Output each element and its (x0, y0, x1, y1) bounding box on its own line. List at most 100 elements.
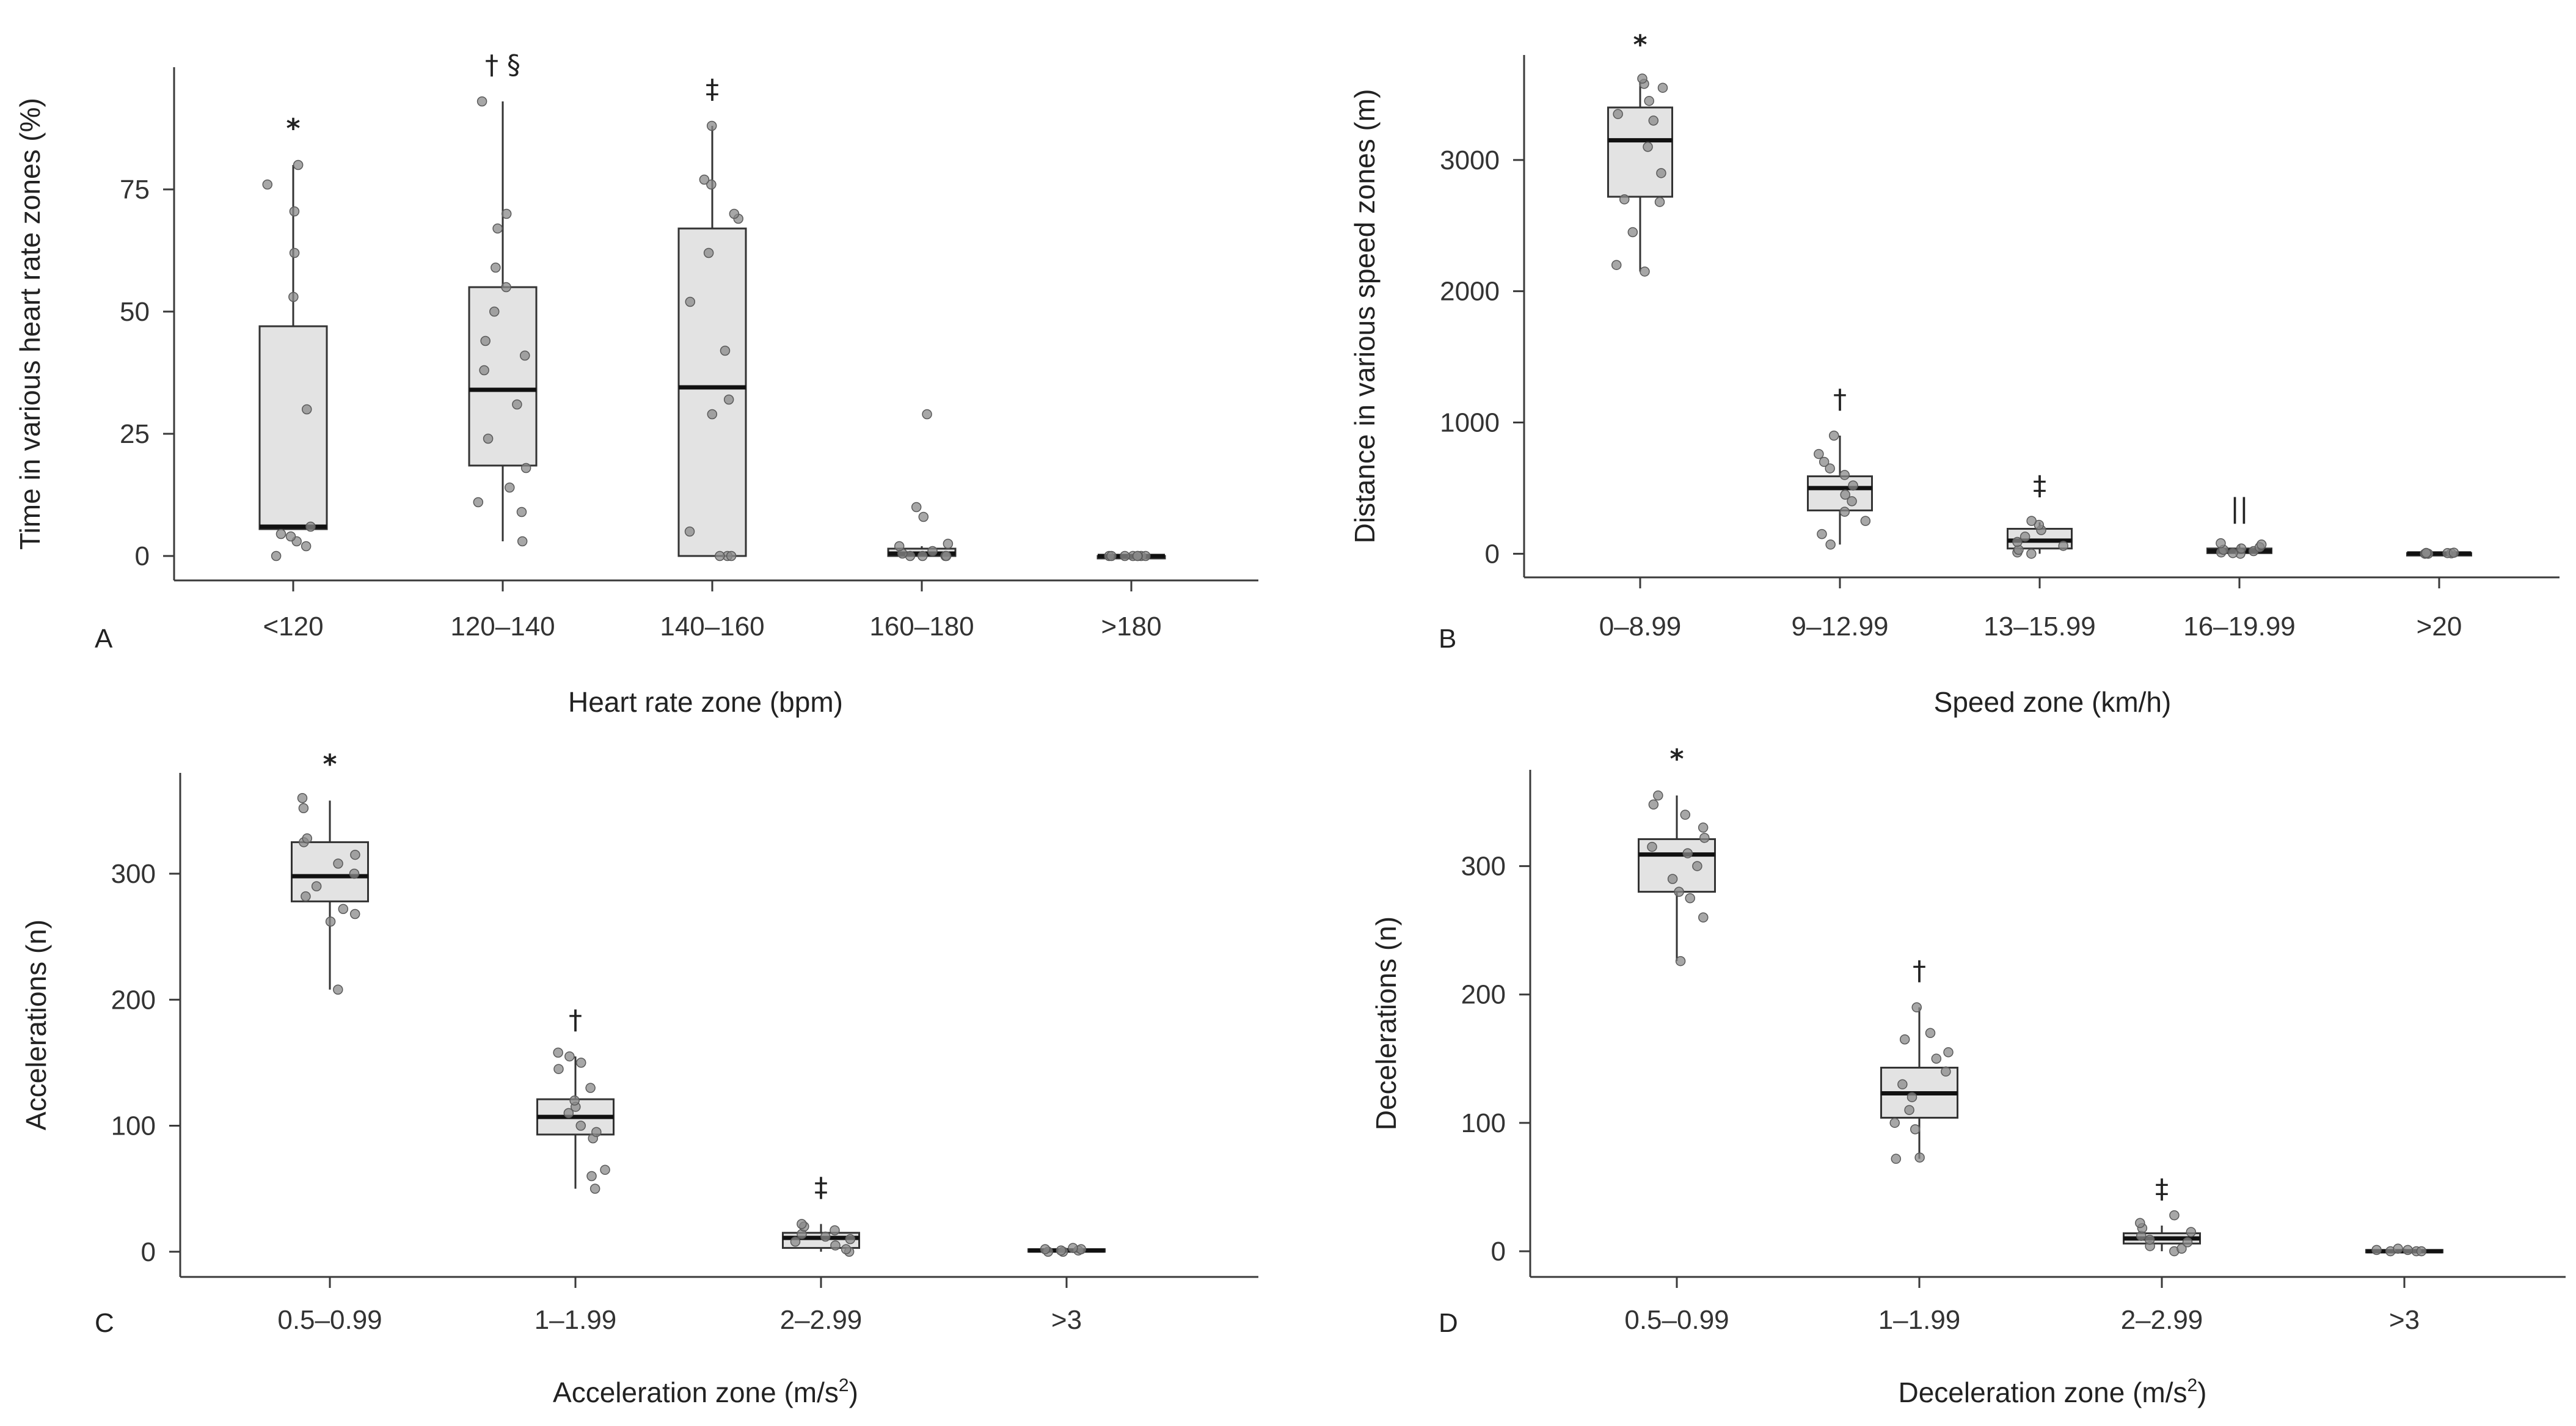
data-point (943, 538, 954, 549)
box-2–2.99: ‡ (2123, 1174, 2201, 1257)
data-point (917, 550, 928, 561)
data-point (2135, 1218, 2145, 1228)
y-tick-label: 300 (1461, 852, 1506, 882)
x-tick-label: 1–1.99 (1878, 1305, 1961, 1335)
data-point (1656, 168, 1666, 178)
data-point (563, 1108, 574, 1119)
data-point (2371, 1245, 2382, 1256)
data-point (293, 159, 304, 170)
x-tick-label: 120–140 (450, 612, 555, 642)
data-point (1674, 887, 1684, 897)
data-point (1076, 1244, 1087, 1254)
significance-marker: † (1913, 956, 1926, 987)
x-tick-label: 0.5–0.99 (277, 1305, 382, 1335)
significance-marker: * (286, 113, 300, 144)
y-tick-label: 1000 (1440, 408, 1500, 438)
data-point (1657, 82, 1668, 93)
data-point (479, 365, 489, 376)
data-point (1839, 506, 1850, 517)
data-point (297, 793, 308, 803)
x-tick-label: 160–180 (869, 612, 974, 642)
data-point (1040, 1244, 1051, 1254)
data-point (349, 909, 360, 920)
data-point (576, 1058, 586, 1068)
data-point (1643, 142, 1653, 152)
x-tick-label: 1–1.99 (535, 1305, 617, 1335)
x-tick-label: 0–8.99 (1599, 612, 1682, 642)
box->180 (1096, 550, 1166, 561)
significance-marker: ‡ (2155, 1174, 2169, 1205)
data-point (2020, 532, 2031, 542)
y-axis-title: Time in various heart rate zones (%) (14, 98, 46, 550)
data-point (483, 433, 494, 444)
data-point (1619, 194, 1630, 205)
box-16–19.99: || (2206, 492, 2272, 559)
x-axis-title: Acceleration zone (m/s2) (553, 1375, 858, 1408)
panel-label: D (1439, 1308, 1458, 1338)
data-point (301, 891, 311, 902)
data-point (553, 1047, 563, 1058)
significance-marker: ‡ (814, 1172, 828, 1203)
x-tick-label: 2–2.99 (2121, 1305, 2203, 1335)
data-point (1943, 1047, 1954, 1058)
data-point (1817, 528, 1827, 539)
data-point (338, 904, 349, 914)
x-tick-label: >3 (1051, 1305, 1082, 1335)
data-point (845, 1234, 856, 1245)
data-point (1613, 109, 1623, 119)
data-point (2416, 1246, 2427, 1257)
data-point (288, 291, 299, 302)
data-point (289, 247, 300, 258)
data-point (1860, 516, 1871, 526)
data-point (492, 223, 503, 234)
box-<120: * (258, 113, 328, 561)
data-point (1698, 822, 1709, 833)
x-tick-label: 9–12.99 (1791, 612, 1888, 642)
x-tick-label: 140–160 (660, 612, 764, 642)
significance-marker: † (569, 1004, 582, 1036)
significance-marker: || (2230, 492, 2249, 524)
y-tick-label: 100 (111, 1111, 156, 1141)
data-point (1839, 470, 1850, 480)
y-axis-title: Accelerations (n) (20, 920, 52, 1130)
data-point (1637, 73, 1647, 84)
data-point (1120, 550, 1130, 561)
data-point (275, 528, 286, 539)
x-axis-title: Deceleration zone (m/s2) (1899, 1375, 2207, 1408)
significance-marker: * (1669, 744, 1684, 775)
data-point (726, 550, 737, 561)
y-tick-label: 0 (1485, 539, 1500, 569)
x-tick-label: >3 (2389, 1305, 2420, 1335)
data-point (841, 1244, 852, 1254)
data-point (1848, 480, 1858, 491)
box-iqr (468, 286, 538, 467)
data-point (1931, 1053, 1942, 1064)
significance-marker: ‡ (2033, 470, 2046, 502)
data-point (333, 858, 343, 869)
data-point (2058, 541, 2068, 551)
y-tick-label: 50 (120, 297, 150, 327)
y-tick-label: 2000 (1440, 277, 1500, 307)
data-point (1644, 95, 1654, 106)
y-tick-label: 25 (120, 419, 150, 449)
box-2–2.99: ‡ (782, 1172, 860, 1257)
x-axis-title: Heart rate zone (bpm) (568, 686, 843, 718)
data-point (2216, 538, 2226, 549)
data-point (1648, 799, 1659, 810)
data-point (1825, 463, 1835, 474)
data-point (1682, 848, 1693, 858)
data-point (2393, 1243, 2403, 1254)
chart-panel-D: 0 100 200 300 0.5–0.99 1–1.99 2–2.99 >3 * † ‡ Decel… (1370, 744, 2566, 1408)
y-tick-label: 3000 (1440, 145, 1500, 175)
data-point (1891, 1154, 1902, 1164)
data-point (1132, 550, 1143, 561)
data-point (333, 984, 343, 995)
significance-marker: † (1833, 384, 1847, 415)
data-point (706, 120, 717, 131)
data-point (1106, 550, 1117, 561)
data-point (1680, 810, 1691, 820)
data-point (325, 916, 336, 927)
data-point (600, 1165, 610, 1175)
